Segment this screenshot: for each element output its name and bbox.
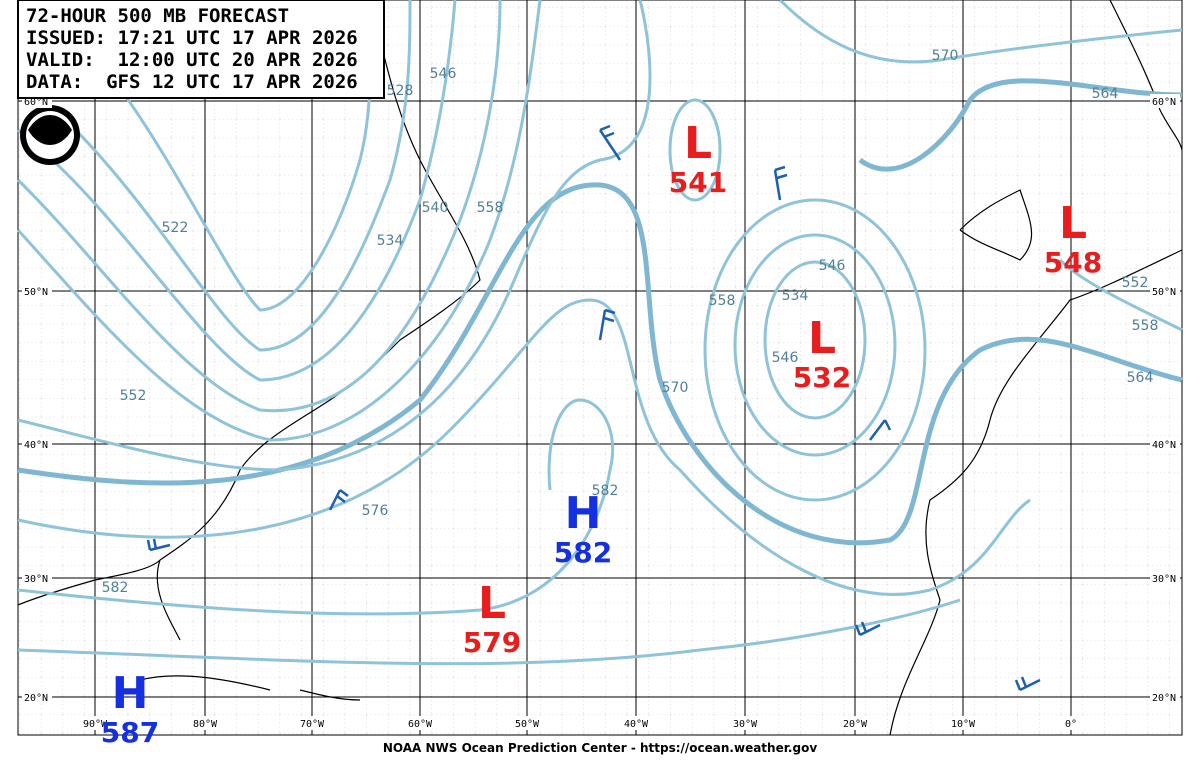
lat-label-bg (1150, 94, 1180, 108)
footer: NOAA NWS Ocean Prediction Center - https… (383, 741, 817, 755)
contour-label: 558 (477, 200, 504, 216)
latitude-label: 40°N (1152, 440, 1176, 451)
noaa-logo (20, 105, 80, 165)
contour-label: 522 (162, 220, 189, 236)
center-value: 532 (793, 361, 851, 394)
lat-label-bg (1150, 437, 1180, 451)
contour-label: 552 (120, 388, 147, 404)
contour-label: 576 (362, 503, 389, 519)
latitude-label: 30°N (1152, 574, 1176, 585)
lon-label-bg (839, 716, 871, 730)
contours (16, 0, 1183, 666)
lon-label-bg (189, 716, 221, 730)
longitude-label: 90°W (83, 719, 108, 730)
contour-label: 564 (1092, 86, 1119, 102)
longitude-label: 30°W (733, 719, 758, 730)
longitude-label: 10°W (951, 719, 976, 730)
contour-label: 570 (662, 380, 689, 396)
header-line: DATA: GFS 12 UTC 17 APR 2026 (26, 71, 358, 93)
lon-label-bg (947, 716, 979, 730)
lon-label-bg (1055, 716, 1087, 730)
lon-label-bg (729, 716, 761, 730)
map-frame (17, 0, 1183, 736)
contour-label: 534 (377, 233, 404, 249)
longitude-label: 80°W (193, 719, 218, 730)
latitude-label: 60°N (24, 97, 48, 108)
center-value: 582 (554, 536, 612, 569)
center-value: 587 (101, 716, 159, 749)
lat-label-bg (22, 571, 52, 585)
contour-label: 582 (102, 580, 129, 596)
latitude-label: 60°N (1152, 97, 1176, 108)
labels: 60°N 60°N 50°N 50°N 40°N 40°N 30°N 30°N 20°N 20°N… (22, 48, 1180, 749)
header-line: 72-HOUR 500 MB FORECAST (26, 5, 289, 27)
lat-label-bg (1150, 690, 1180, 704)
latitude-label: 40°N (24, 440, 48, 451)
longitude-label: 0° (1065, 719, 1077, 730)
contour-label: 570 (932, 48, 959, 64)
longitude-label: 20°W (843, 719, 868, 730)
latitude-label: 30°N (24, 574, 48, 585)
center-letter: L (478, 578, 506, 629)
coastlines (17, 0, 1183, 736)
contour-label: 528 (387, 83, 414, 99)
latitude-label: 20°N (1152, 693, 1176, 704)
center-value: 548 (1044, 246, 1102, 279)
center-letter: L (808, 313, 836, 364)
contour-label: 546 (819, 258, 846, 274)
lon-label-bg (296, 716, 328, 730)
lat-label-bg (22, 284, 52, 298)
header-line: ISSUED: 17:21 UTC 17 APR 2026 (26, 27, 358, 49)
lon-label-bg (620, 716, 652, 730)
longitude-label: 50°W (515, 719, 540, 730)
contour-label: 582 (592, 483, 619, 499)
longitude-label: 60°W (408, 719, 433, 730)
lon-label-bg (79, 716, 111, 730)
contour-label: 534 (782, 288, 809, 304)
center-letter: H (565, 488, 602, 539)
contour-label: 558 (1132, 318, 1159, 334)
contour-label: 558 (709, 293, 736, 309)
lon-label-bg (511, 716, 543, 730)
header-box (17, 0, 385, 99)
contour-label: 540 (422, 200, 449, 216)
latitude-label: 20°N (24, 693, 48, 704)
lat-label-bg (22, 690, 52, 704)
contour-label: 564 (1127, 370, 1154, 386)
contour-label: 552 (1122, 275, 1149, 291)
header-line: VALID: 12:00 UTC 20 APR 2026 (26, 49, 358, 71)
lat-label-bg (1150, 284, 1180, 298)
center-letter: L (1059, 198, 1087, 249)
longitude-label: 40°W (624, 719, 649, 730)
wind-barbs (146, 124, 1041, 692)
lon-label-bg (404, 716, 436, 730)
contour-label: 546 (430, 66, 457, 82)
center-value: 579 (463, 626, 521, 659)
latitude-label: 50°N (24, 287, 48, 298)
lat-label-bg (1150, 571, 1180, 585)
lat-label-bg (22, 437, 52, 451)
contour-label: 546 (772, 350, 799, 366)
longitude-label: 70°W (300, 719, 325, 730)
latitude-label: 50°N (1152, 287, 1176, 298)
center-letter: L (684, 118, 712, 169)
center-letter: H (112, 668, 149, 719)
center-value: 541 (669, 166, 727, 199)
